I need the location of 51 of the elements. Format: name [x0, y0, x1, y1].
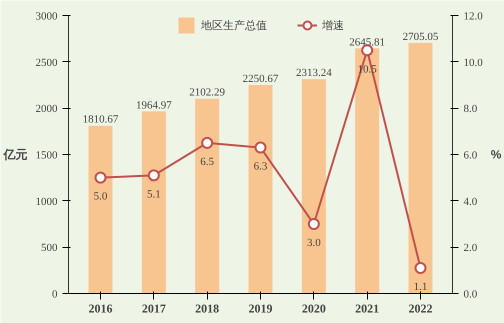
- data-label: 1810.67: [82, 114, 119, 126]
- y-tick-label: 1500: [36, 150, 58, 162]
- legend-label: 增速: [322, 18, 344, 32]
- legend-label: 地区生产总值: [201, 18, 267, 32]
- y-tick-label: 500: [41, 242, 58, 254]
- bar: [195, 98, 220, 294]
- y-tick-label: 1000: [36, 196, 58, 208]
- y2-tick-label: 4.0: [464, 196, 478, 208]
- point: [148, 169, 160, 182]
- x-tick-label: 2022: [408, 302, 432, 316]
- x-tick-label: 2018: [195, 302, 220, 316]
- y2-axis-title: %: [490, 148, 502, 162]
- bar: [302, 79, 326, 294]
- y-tick-label: 2000: [36, 103, 58, 116]
- y2-tick-label: 6.0: [464, 150, 478, 162]
- point: [308, 218, 320, 230]
- bar: [355, 48, 380, 294]
- data-label: 2250.67: [242, 72, 279, 85]
- x-tick-label: 2020: [302, 302, 326, 316]
- data-label: 2645.81: [349, 36, 386, 48]
- x-tick-label: 2021: [355, 302, 380, 316]
- point: [254, 142, 266, 154]
- data-label: 2705.05: [402, 30, 439, 43]
- bar: [408, 42, 432, 294]
- y2-tick-label: 12.0: [464, 10, 484, 22]
- bar: [88, 126, 112, 294]
- data-label: 5.1: [146, 188, 161, 200]
- point: [94, 172, 106, 184]
- data-label: 2313.24: [296, 67, 332, 80]
- y2-tick-label: 2.0: [464, 242, 478, 254]
- y2-tick-label: 10.0: [464, 56, 484, 69]
- point: [414, 262, 426, 274]
- data-label: 5.0: [94, 190, 108, 203]
- x-tick-label: 2016: [88, 302, 112, 316]
- data-label: 2102.29: [189, 86, 226, 99]
- x-tick-label: 2017: [142, 302, 166, 316]
- point: [201, 136, 214, 149]
- data-label: 1.1: [414, 281, 428, 294]
- y-tick-label: 3000: [36, 10, 58, 22]
- data-label: 1964.97: [136, 99, 172, 112]
- y-axis-title: 亿元: [2, 148, 28, 162]
- bar: [248, 84, 272, 294]
- y2-tick-label: 8.0: [464, 103, 478, 116]
- y2-tick-label: 0.0: [464, 288, 478, 300]
- x-tick-label: 2019: [248, 302, 272, 316]
- data-label: 3.0: [306, 237, 322, 249]
- data-label: 6.5: [200, 156, 215, 168]
- data-label: 6.3: [254, 160, 268, 173]
- y-tick-label: 0: [52, 288, 58, 300]
- bar: [142, 111, 166, 294]
- y-tick-label: 2500: [36, 56, 58, 69]
